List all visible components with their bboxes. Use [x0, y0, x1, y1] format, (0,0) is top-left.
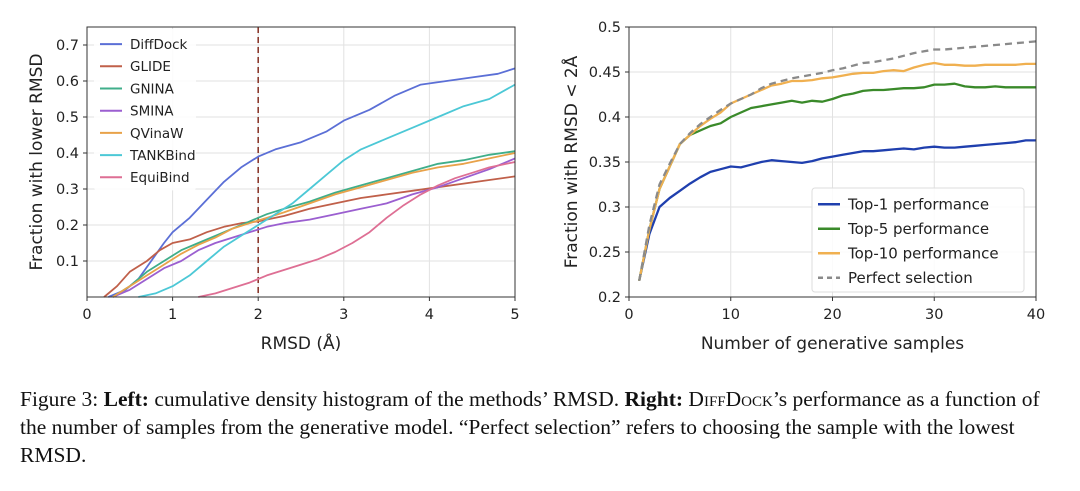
left-legend-label-diffdock: DiffDock — [130, 37, 188, 53]
left-x-tick-label: 3 — [339, 307, 348, 323]
right-x-tick-label: 20 — [823, 307, 841, 323]
left-y-tick-label: 0.1 — [56, 254, 79, 270]
right-x-axis-label: Number of generative samples — [701, 334, 964, 354]
right-legend-box — [811, 187, 1025, 293]
caption-figure-label: Figure 3: — [20, 387, 99, 411]
left-legend: DiffDock GLIDE GNINA SMINA QVinaW TANKBind Equ… — [94, 29, 196, 191]
right-x-tick-label: 0 — [624, 307, 633, 323]
caption-left-text: cumulative density histogram of the meth… — [154, 387, 620, 411]
left-y-tick-label: 0.4 — [56, 146, 79, 162]
right-y-tick-label: 0.3 — [598, 200, 621, 216]
left-y-axis-label: Fraction with lower RMSD — [27, 54, 47, 271]
left-series-equibind — [198, 161, 516, 298]
left-y-tick-label: 0.2 — [56, 218, 79, 234]
caption-method-name: DiffDock — [688, 387, 773, 411]
left-x-tick-label: 2 — [254, 307, 263, 323]
right-y-tick-label: 0.45 — [589, 65, 621, 81]
left-legend-label-qvinaw: QVinaW — [130, 126, 184, 142]
right-legend-label-top-10-performance: Top-10 performance — [847, 245, 999, 263]
left-legend-label-gnina: GNINA — [130, 81, 175, 97]
left-series-tankbind — [138, 83, 516, 298]
left-chart: 0 1 2 3 4 5 0.1 0.2 0.3 0.4 0.5 0.6 0.7 RMSD (Å) Fract… — [27, 26, 520, 354]
right-x-tick-label: 10 — [722, 307, 740, 323]
left-series-glide — [103, 175, 516, 298]
right-chart: 0 10 20 30 40 0.2 0.25 0.3 0.35 0.4 0.45 0.5 Number … — [560, 20, 1045, 354]
figure: 0 1 2 3 4 5 0.1 0.2 0.3 0.4 0.5 0.6 0.7 RMSD (Å) Fract… — [27, 20, 1045, 354]
left-legend-label-equibind: EquiBind — [130, 170, 190, 186]
left-x-tick-label: 4 — [425, 307, 434, 323]
right-series-perfect-selection — [638, 40, 1037, 282]
left-legend-label-tankbind: TANKBind — [129, 148, 196, 164]
caption-left-label: Left: — [103, 387, 149, 411]
right-legend-label-top-5-performance: Top-5 performance — [847, 220, 989, 238]
left-y-tick-label: 0.3 — [56, 182, 79, 198]
right-y-axis-label: Fraction with RMSD < 2Å — [560, 55, 582, 268]
left-series-gnina — [112, 150, 516, 298]
right-y-tick-label: 0.5 — [598, 20, 621, 36]
right-y-tick-label: 0.25 — [589, 245, 621, 261]
left-y-tick-label: 0.5 — [56, 110, 79, 126]
left-x-tick-label: 0 — [82, 307, 91, 323]
left-legend-label-smina: SMINA — [130, 104, 174, 120]
left-legend-label-glide: GLIDE — [130, 59, 171, 75]
left-plot-frame — [86, 26, 516, 298]
left-y-tick-label: 0.6 — [56, 74, 79, 90]
caption-right-label: Right: — [624, 387, 684, 411]
right-y-tick-label: 0.4 — [598, 110, 621, 126]
left-x-tick-label: 1 — [168, 307, 177, 323]
left-x-axis-label: RMSD (Å) — [261, 332, 342, 354]
right-y-tick-label: 0.35 — [589, 155, 621, 171]
right-y-tick-label: 0.2 — [598, 290, 621, 306]
right-x-tick-label: 40 — [1027, 307, 1045, 323]
caption-right-text: ’s performance as a function of the numb… — [20, 387, 1040, 467]
right-series-top-1-performance — [638, 139, 1036, 282]
right-legend: Top-1 performance Top-5 performance Top-10… — [811, 187, 1025, 293]
right-series-top-10-performance — [638, 61, 1036, 282]
right-legend-label-perfect-selection: Perfect selection — [848, 269, 973, 287]
figure-caption: Figure 3: Left: cumulative density histo… — [20, 385, 1065, 469]
left-y-tick-label: 0.7 — [56, 38, 79, 54]
left-x-tick-label: 5 — [510, 307, 519, 323]
left-legend-box — [94, 29, 196, 191]
right-series-top-5-performance — [638, 82, 1036, 282]
right-x-tick-label: 30 — [925, 307, 943, 323]
right-legend-label-top-1-performance: Top-1 performance — [847, 196, 989, 214]
